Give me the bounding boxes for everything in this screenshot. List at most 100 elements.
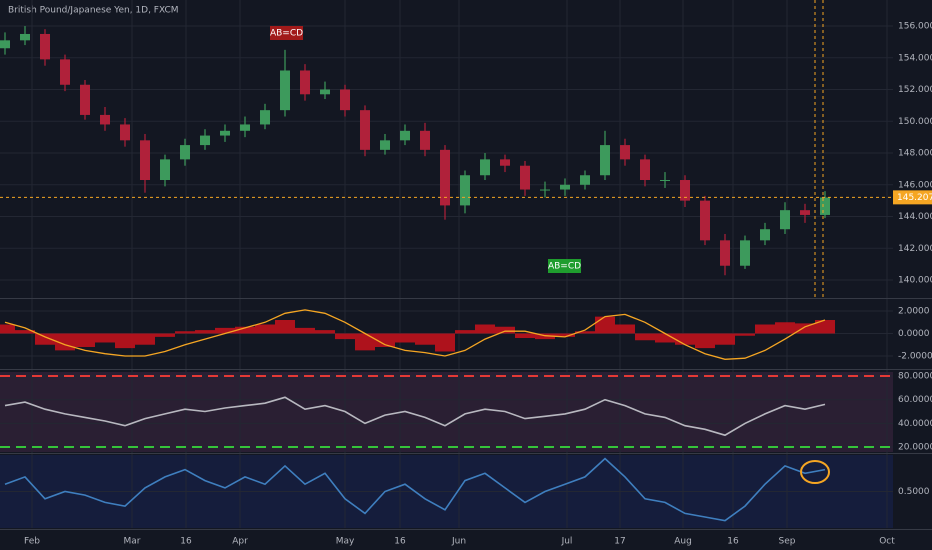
candle-body [560,184,570,190]
candle-body [660,180,670,182]
histogram-bar [615,324,635,334]
y-tick-label: 0.5000 [898,487,930,497]
histogram-bar [455,330,475,334]
y-tick-label: 154.000 [898,53,932,63]
histogram-bar [195,330,215,334]
price-label-box [893,190,932,205]
candle-body [620,145,630,160]
price-label: 145.207 [897,193,932,203]
candle-body [760,229,770,241]
x-tick-label: Jun [451,537,466,547]
line [4,396,826,437]
candle-body [60,59,70,85]
candle-body [580,175,590,185]
histogram-bar [655,333,675,343]
line [4,309,826,360]
candle-body [140,140,150,181]
x-tick-label: May [336,537,355,547]
candle-body [220,130,230,136]
histogram-bar [115,333,135,349]
histogram-bar [515,333,535,338]
candle-body [200,135,210,146]
x-tick-label: Feb [24,537,40,547]
candle-body [280,70,290,111]
histogram-bar [435,333,455,352]
drawn-circle [800,460,830,484]
x-tick-label: 16 [394,537,406,547]
annotation: AB=CD [548,262,581,272]
candle-body [400,130,410,141]
candle-body [120,124,130,141]
candle-body [820,197,830,215]
histogram-bar [95,333,115,343]
candle-body [700,200,710,241]
x-tick-label: 17 [614,537,625,547]
histogram-bar [675,333,695,345]
histogram-bar [635,333,655,341]
candle-body [320,89,330,95]
histogram-bar [135,333,155,345]
histogram-bar [695,333,715,349]
candle-body [600,145,610,176]
histogram-bar [415,333,435,345]
y-tick-label: 148.000 [898,149,932,159]
x-tick-label: Oct [879,537,895,547]
y-tick-label: 144.000 [898,212,932,222]
x-tick-label: Mar [124,537,141,547]
annotation-box [270,26,303,40]
candle-body [0,40,10,49]
histogram-bar [575,331,595,334]
y-tick-label: 60.0000 [898,395,932,405]
histogram-bar [275,320,295,334]
candle-body [440,149,450,206]
x-tick-label: Apr [232,537,248,547]
histogram-bar [35,333,55,345]
y-tick-label: 20.0000 [898,443,932,453]
histogram-bar [735,333,755,336]
histogram-bar [715,333,735,345]
candle-body [460,175,470,206]
x-tick-label: 16 [180,537,192,547]
x-tick-label: Sep [779,537,796,547]
annotation: AB=CD [270,29,303,39]
candle-body [180,145,190,160]
histogram-bar [335,333,355,340]
y-tick-label: 142.000 [898,244,932,254]
candle-body [160,159,170,181]
histogram-bar [175,331,195,334]
histogram-bar [755,324,775,334]
y-tick-label: 152.000 [898,85,932,95]
histogram-bar [155,333,175,337]
histogram-bar [355,333,375,351]
candle-body [540,189,550,191]
histogram-bar [15,330,35,334]
histogram-bar [0,324,15,334]
y-tick-label: 2.0000 [898,307,930,317]
histogram-bar [815,320,835,334]
histogram-bar [315,330,335,334]
candle-body [420,130,430,150]
pane-background [0,372,893,452]
candle-body [340,89,350,111]
candle-body [680,180,690,201]
histogram-bar [475,324,495,334]
candle-body [80,84,90,115]
histogram-bar [395,333,415,343]
y-tick-label: 40.0000 [898,419,932,429]
line [4,457,826,522]
candle-body [480,159,490,176]
candle-body [40,33,50,60]
candle-body [500,159,510,166]
candle-body [20,33,30,41]
x-tick-label: Aug [674,537,692,547]
histogram-bar [775,322,795,334]
histogram-bar [255,324,275,334]
candle-body [800,210,810,215]
candle-body [100,114,110,125]
histogram-bar [295,327,315,334]
histogram-bar [75,333,95,347]
histogram-bar [215,327,235,334]
chart-title: British Pound/Japanese Yen, 1D, FXCM [8,6,179,16]
y-tick-label: 0.0000 [898,329,930,339]
